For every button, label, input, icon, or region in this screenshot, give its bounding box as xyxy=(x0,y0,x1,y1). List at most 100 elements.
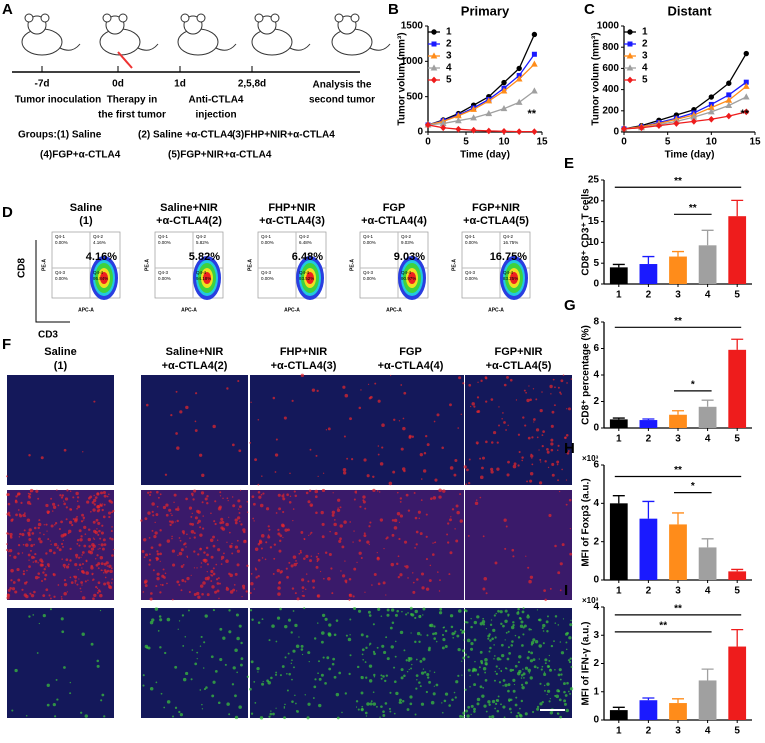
stain-dot xyxy=(99,555,104,560)
stain-dot xyxy=(174,665,178,669)
stain-dot xyxy=(528,385,530,387)
stain-dot xyxy=(524,712,528,716)
stain-dot xyxy=(418,681,421,684)
stain-dot xyxy=(151,529,154,532)
stain-dot xyxy=(381,446,384,449)
stain-dot xyxy=(168,520,172,523)
stain-dot xyxy=(468,383,472,387)
stain-dot xyxy=(81,554,83,556)
stain-dot xyxy=(293,490,296,493)
stain-dot xyxy=(254,702,257,704)
stain-dot xyxy=(21,552,24,554)
annotation: ** xyxy=(674,176,682,187)
stain-dot xyxy=(219,521,223,525)
stain-dot xyxy=(526,615,530,619)
stain-dot xyxy=(543,671,546,673)
stain-dot xyxy=(412,581,415,584)
stain-dot xyxy=(28,565,31,568)
error-bar xyxy=(731,199,744,217)
stain-dot xyxy=(90,510,92,513)
stain-dot xyxy=(25,543,29,547)
stain-dot xyxy=(304,588,307,591)
data-point xyxy=(470,105,477,112)
stain-dot xyxy=(261,475,263,477)
stain-dot xyxy=(11,587,16,591)
legend-label: 4 xyxy=(446,63,452,74)
stain-dot xyxy=(7,493,10,496)
quadrant-name: Q4-3 xyxy=(55,270,66,275)
stain-dot xyxy=(414,516,418,520)
stain-dot xyxy=(46,510,50,514)
stain-dot xyxy=(149,494,152,497)
stain-dot xyxy=(151,502,155,506)
stain-dot xyxy=(493,614,496,617)
stain-dot xyxy=(49,540,51,542)
panel-label: I xyxy=(564,582,568,599)
stain-dot xyxy=(27,533,31,537)
stain-dot xyxy=(95,518,99,522)
stain-dot xyxy=(100,504,103,507)
error-bar xyxy=(701,538,714,548)
stain-dot xyxy=(567,659,571,662)
x-tick-label: 5 xyxy=(665,137,671,148)
stain-dot xyxy=(331,513,335,517)
stain-dot xyxy=(550,448,554,452)
stain-dot xyxy=(274,453,279,457)
y-axis-label: CD8⁺ percentage (%) xyxy=(581,325,592,425)
stain-dot xyxy=(535,428,540,432)
stain-dot xyxy=(250,581,254,586)
stain-dot xyxy=(416,578,419,581)
stain-dot xyxy=(295,702,297,705)
error-bar xyxy=(672,698,684,704)
stain-dot xyxy=(528,628,531,631)
stain-dot xyxy=(189,537,191,539)
x-tick-label: 10 xyxy=(706,137,718,148)
stain-dot xyxy=(104,576,107,579)
stain-dot xyxy=(84,580,87,583)
plot-axis: PE-A xyxy=(349,259,355,271)
stain-dot xyxy=(541,391,543,393)
x-tick-label: 2 xyxy=(646,726,652,737)
stain-dot xyxy=(30,555,35,559)
stain-dot xyxy=(517,636,521,639)
x-tick-label: 2 xyxy=(646,434,652,445)
stain-dot xyxy=(497,695,500,698)
stain-dot xyxy=(315,454,318,457)
stain-dot xyxy=(164,473,168,476)
stain-dot xyxy=(522,668,524,670)
stain-dot xyxy=(349,417,352,421)
stain-dot xyxy=(36,652,39,654)
stain-dot xyxy=(275,640,278,643)
stain-dot xyxy=(271,624,275,628)
stain-dot xyxy=(101,569,103,571)
stain-dot xyxy=(507,698,511,702)
stain-dot xyxy=(442,638,446,642)
stain-dot xyxy=(61,558,63,560)
x-tick-label: 3 xyxy=(675,726,681,737)
stain-dot xyxy=(453,473,457,477)
stain-dot xyxy=(371,584,373,586)
stain-dot xyxy=(108,515,111,519)
stain-dot xyxy=(226,497,229,500)
data-point xyxy=(743,50,749,57)
stain-dot xyxy=(157,496,160,499)
stain-dot xyxy=(476,702,480,706)
stain-dot xyxy=(273,557,276,560)
stain-dot xyxy=(462,382,465,385)
stain-dot xyxy=(8,548,13,553)
stain-dot xyxy=(500,622,503,626)
stain-dot xyxy=(97,521,101,526)
stain-dot xyxy=(63,578,67,582)
stain-dot xyxy=(143,538,147,542)
stain-dot xyxy=(567,450,570,452)
stain-dot xyxy=(101,503,104,505)
stain-dot xyxy=(490,619,493,621)
stain-dot xyxy=(506,657,510,661)
stain-dot xyxy=(479,457,482,460)
stain-dot xyxy=(377,445,380,447)
stain-dot xyxy=(549,587,552,590)
stain-dot xyxy=(170,512,172,515)
stain-dot xyxy=(337,498,341,502)
stain-dot xyxy=(521,610,525,614)
stain-dot xyxy=(164,651,167,655)
